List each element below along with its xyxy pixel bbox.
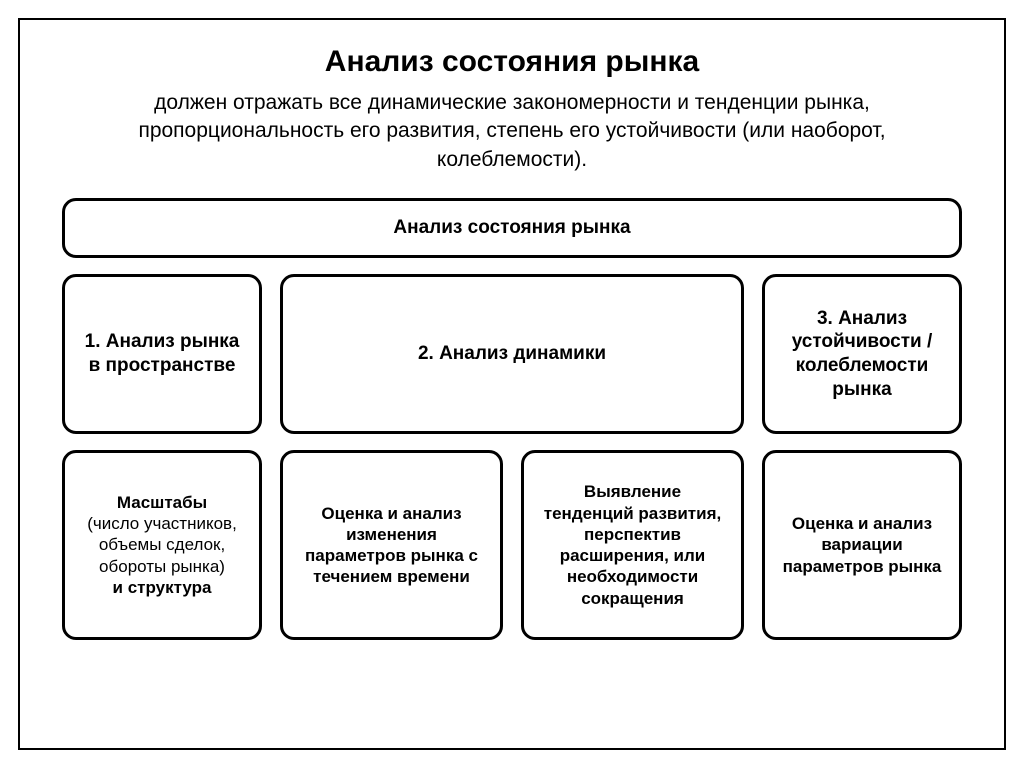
detail-1: Масштабы (число участников, объемы сдело… — [62, 450, 262, 640]
category-row: 1. Анализ рынка в пространстве 2. Анализ… — [62, 274, 962, 434]
detail-1-bold2: и структура — [113, 578, 212, 597]
category-3: 3. Анализ устойчивости / колеблемости ры… — [762, 274, 962, 434]
category-1: 1. Анализ рынка в пространстве — [62, 274, 262, 434]
header-box: Анализ состояния рынка — [62, 198, 962, 258]
detail-2: Оценка и анализ изменения параметров рын… — [280, 450, 503, 640]
category-2: 2. Анализ динамики — [280, 274, 744, 434]
diagram-content: Анализ состояния рынка должен отражать в… — [62, 45, 962, 723]
detail-row: Масштабы (число участников, объемы сдело… — [62, 450, 962, 640]
detail-3: Выявление тенденций развития, перспектив… — [521, 450, 744, 640]
main-title: Анализ состояния рынка — [62, 45, 962, 79]
outer-frame: Анализ состояния рынка должен отражать в… — [18, 18, 1006, 750]
detail-1-bold1: Масштабы — [117, 493, 207, 512]
subtitle: должен отражать все динамические законом… — [62, 89, 962, 174]
detail-1-plain: (число участников, объемы сделок, оборот… — [79, 513, 245, 577]
detail-4: Оценка и анализ вариации параметров рынк… — [762, 450, 962, 640]
